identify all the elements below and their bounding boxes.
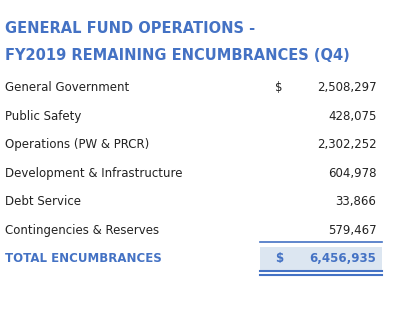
Text: Contingencies & Reserves: Contingencies & Reserves <box>5 224 159 237</box>
Text: 604,978: 604,978 <box>328 167 376 180</box>
Text: GENERAL FUND OPERATIONS -: GENERAL FUND OPERATIONS - <box>5 22 255 37</box>
Text: 33,866: 33,866 <box>335 195 376 208</box>
Text: 6,456,935: 6,456,935 <box>309 252 376 265</box>
Text: 2,302,252: 2,302,252 <box>317 138 376 151</box>
Text: Development & Infrastructure: Development & Infrastructure <box>5 167 183 180</box>
Text: TOTAL ENCUMBRANCES: TOTAL ENCUMBRANCES <box>5 252 162 265</box>
Text: 428,075: 428,075 <box>328 110 376 123</box>
Text: 579,467: 579,467 <box>328 224 376 237</box>
Text: FY2019 REMAINING ENCUMBRANCES (Q4): FY2019 REMAINING ENCUMBRANCES (Q4) <box>5 48 350 63</box>
Text: Operations (PW & PRCR): Operations (PW & PRCR) <box>5 138 150 151</box>
Text: Debt Service: Debt Service <box>5 195 81 208</box>
Text: $: $ <box>275 252 283 265</box>
FancyBboxPatch shape <box>260 247 382 271</box>
Text: General Government: General Government <box>5 81 129 95</box>
Text: Public Safety: Public Safety <box>5 110 82 123</box>
Text: 2,508,297: 2,508,297 <box>317 81 376 95</box>
Text: $: $ <box>275 81 283 95</box>
